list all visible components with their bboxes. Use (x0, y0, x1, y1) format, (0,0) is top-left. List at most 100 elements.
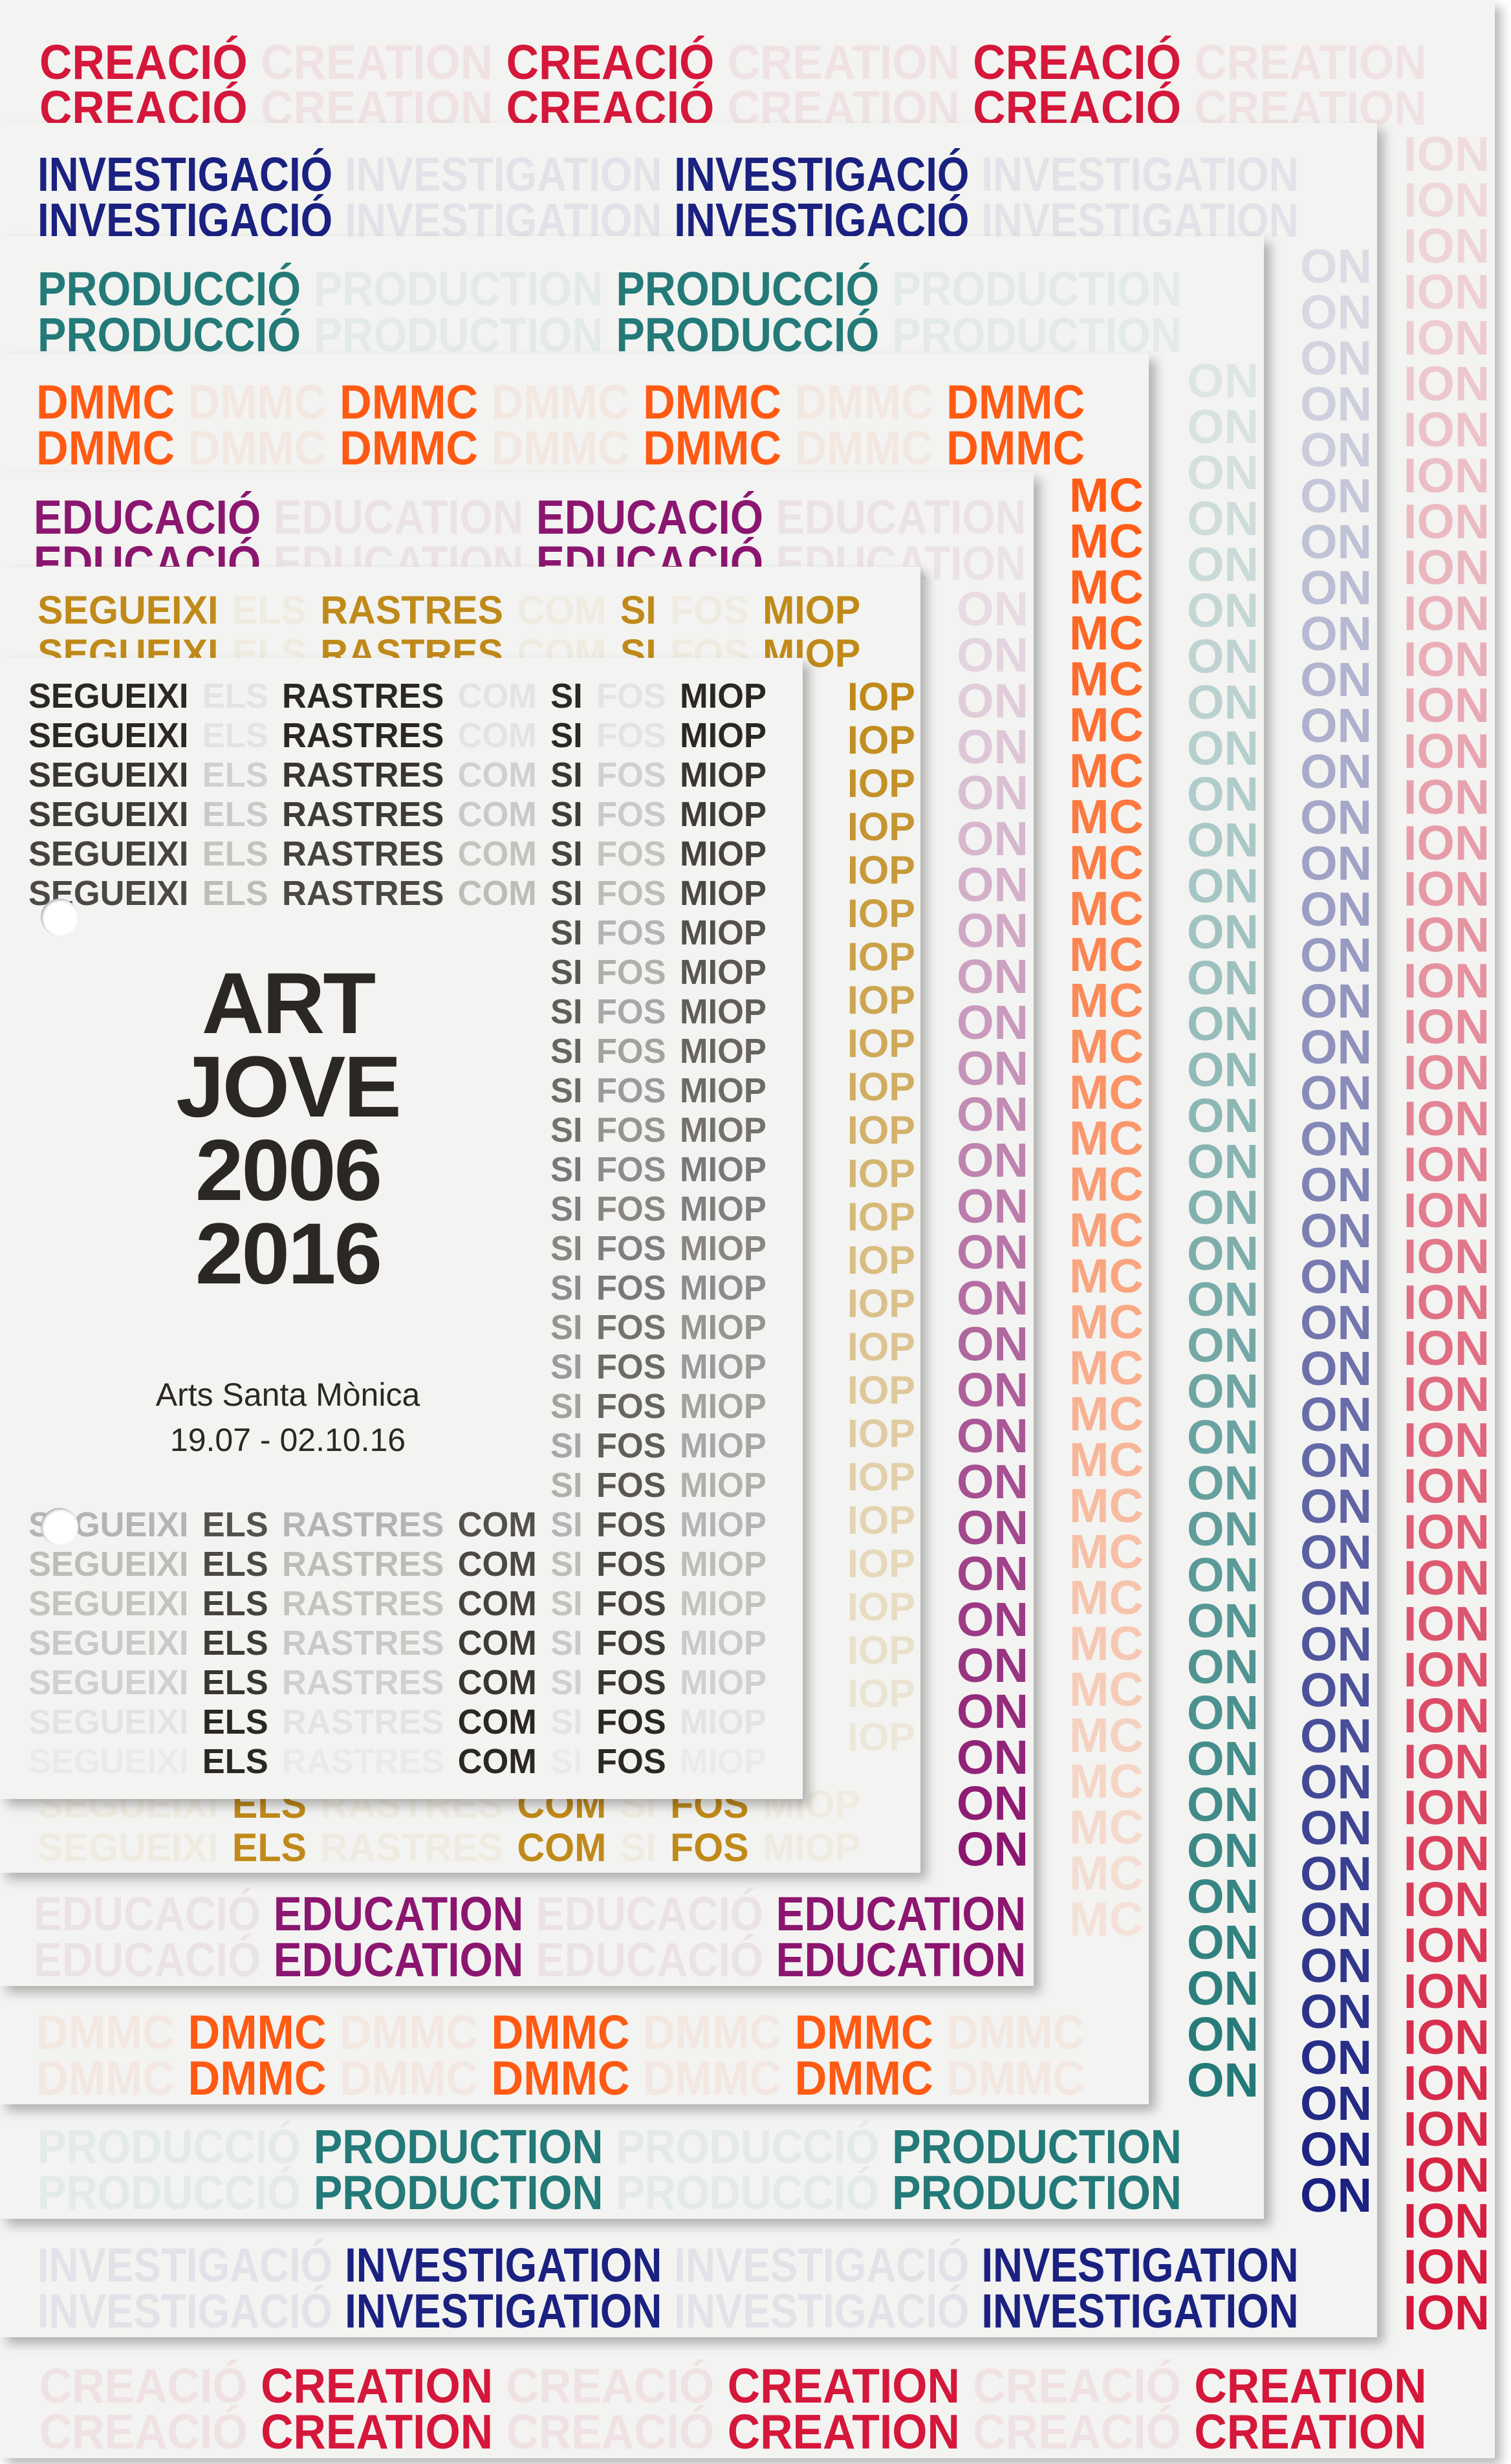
word: PRODUCTION (892, 2166, 1182, 2219)
text-rows: EDUCACIÓ EDUCATION EDUCACIÓ EDUCATION EDUCAC… (0, 472, 1034, 1986)
word: SI (550, 1742, 583, 1782)
word: RASTRES (281, 1584, 444, 1623)
word: RASTRES (281, 1703, 444, 1741)
word-fragment: ON (957, 904, 1028, 957)
word: DMMC (36, 375, 175, 429)
word: SI (550, 1269, 583, 1307)
word: EDUCACIÓ (536, 1933, 764, 1986)
word-fragment: ION (1403, 1734, 1490, 1789)
word-fragment: ON (1300, 1112, 1372, 1166)
word-fragment: ION (1403, 1872, 1490, 1926)
word-fragment: ON (957, 1087, 1028, 1141)
word-fragment: IOP (847, 675, 915, 719)
word: DMMC (491, 375, 630, 429)
word: FOS (596, 913, 666, 952)
word-fragment: ON (957, 628, 1028, 682)
word-row: SI FOS MIOP (28, 1229, 766, 1269)
word-fragment: ON (1300, 561, 1372, 615)
word-fragment: ION (1403, 1413, 1490, 1467)
word: EDUCATION (776, 1933, 1027, 1986)
word-fragment: ON (1300, 2168, 1372, 2222)
word: MIOP (680, 834, 766, 873)
word: EDUCATION (776, 1887, 1027, 1941)
word-fragment: ION (1403, 954, 1490, 1008)
word-fragment: MC (1069, 560, 1144, 614)
word-fragment: IOP (847, 1412, 915, 1456)
word: SI (550, 992, 583, 1031)
word: COM (517, 588, 607, 632)
word: MIOP (679, 953, 766, 992)
word-fragment: ON (1187, 2053, 1259, 2107)
word-row: SEGUEIXI ELS RASTRES COM SI FOS MIOP (28, 677, 766, 716)
word: FOS (596, 1663, 666, 1702)
word-fragment: IOP (847, 1455, 915, 1499)
punch-hole-top (41, 899, 78, 936)
word: FOS (596, 1703, 666, 1741)
word-fragment: IOP (847, 1715, 915, 1759)
word: CREATION (727, 35, 960, 89)
word-fragment: ION (1403, 1091, 1490, 1146)
punch-hole-bottom (41, 1508, 78, 1545)
word: CREACIÓ (39, 35, 248, 89)
word-row: INVESTIGACIÓ INVESTIGATION INVESTIGACIÓ INV… (38, 2241, 1299, 2289)
word-fragment: MC (1069, 1295, 1144, 1349)
word: PRODUCCIÓ (616, 262, 880, 316)
word: INVESTIGACIÓ (38, 147, 333, 201)
word-fragment: ON (1300, 1342, 1372, 1395)
word: MIOP (679, 1071, 766, 1110)
word-fragment: ION (1403, 540, 1490, 594)
word-fragment: MC (1069, 698, 1144, 752)
word: PRODUCTION (892, 308, 1182, 362)
word: COM (457, 1584, 537, 1623)
word-fragment: ON (1300, 836, 1372, 890)
word-fragment: ON (957, 996, 1028, 1049)
word-row: SEGUEIXI ELS RASTRES COM SI FOS MIOP (28, 756, 766, 795)
word: SI (550, 1426, 583, 1465)
word-fragment: ION (1403, 1367, 1490, 1421)
word: PRODUCTION (892, 262, 1182, 316)
word-fragment: ION (1403, 678, 1490, 732)
word-fragment: ON (1300, 1571, 1372, 1625)
word-fragment: ION (1403, 265, 1490, 319)
word: SI (550, 834, 583, 873)
word: INVESTIGATION (981, 2284, 1299, 2337)
word-fragment: ION (1403, 1688, 1490, 1743)
word-fragment: ION (1403, 770, 1490, 824)
word: MIOP (679, 1269, 766, 1307)
word: RASTRES (281, 716, 444, 755)
word: SEGUEIXI (38, 1826, 219, 1870)
word: SEGUEIXI (28, 1663, 189, 1702)
word: DMMC (794, 2005, 933, 2059)
word-fragment: ON (957, 1822, 1028, 1876)
word: CREACIÓ (973, 2359, 1181, 2413)
word: MIOP (679, 992, 766, 1031)
word: CREACIÓ (506, 2404, 715, 2458)
word-fragment: ON (1300, 1617, 1372, 1671)
word: FOS (596, 756, 666, 794)
word-fragment: IOP (847, 978, 915, 1022)
word-fragment: MC (1069, 514, 1144, 568)
word: MIOP (679, 1347, 766, 1386)
word: COM (457, 1663, 537, 1702)
word: DMMC (643, 421, 782, 475)
word: ELS (202, 795, 268, 834)
word: FOS (596, 874, 666, 913)
word-fragment: ON (1187, 1181, 1259, 1234)
word-fragment: ON (1187, 1732, 1259, 1785)
word: SI (550, 756, 583, 794)
word: DMMC (643, 2051, 782, 2104)
word-fragment: ON (1300, 745, 1372, 798)
word: ELS (202, 1545, 268, 1584)
word: ELS (202, 874, 268, 913)
word-fragment: ON (1300, 1296, 1372, 1349)
word: RASTRES (281, 677, 444, 715)
word: DMMC (794, 421, 933, 475)
word-fragment: MC (1069, 1846, 1144, 1900)
word-fragment: ON (957, 1593, 1028, 1646)
word: MIOP (680, 1505, 766, 1544)
word-fragment: ON (957, 812, 1028, 866)
word-fragment: ON (1187, 767, 1259, 821)
word-fragment: MC (1069, 1019, 1144, 1073)
word-row: EDUCACIÓ EDUCATION EDUCACIÓ EDUCATION (34, 1933, 1027, 1986)
word-fragment: ON (1300, 1755, 1372, 1809)
